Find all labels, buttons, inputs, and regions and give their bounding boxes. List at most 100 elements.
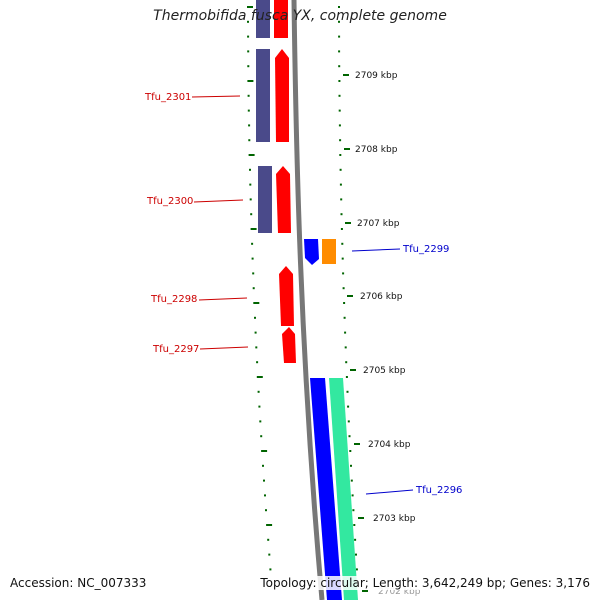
map-title: Thermobifida fusca YX, complete genome	[153, 8, 447, 24]
ruler-tick	[350, 464, 352, 467]
leader-line-tfu-2298	[198, 297, 248, 301]
ruler-tick	[254, 331, 257, 334]
ruler-tick	[252, 287, 255, 290]
kbp-tick	[362, 590, 368, 592]
ruler-tick	[262, 464, 264, 467]
kbp-label: 2705 kbp	[363, 366, 406, 376]
ruler-tick	[247, 65, 250, 68]
gene-bar-top-purple	[256, 0, 270, 38]
gene-label-tfu-2300[interactable]: Tfu_2300	[146, 196, 193, 207]
ruler-tick	[338, 20, 340, 23]
ruler-tick	[340, 213, 343, 216]
ruler-tick	[346, 390, 349, 393]
ruler-tick	[345, 361, 348, 364]
ruler-tick	[247, 94, 250, 97]
ruler-tick	[341, 257, 344, 260]
ruler-tick	[255, 346, 258, 349]
ruler-tick	[260, 435, 263, 438]
kbp-label: 2702 kbp	[378, 587, 421, 597]
gene-bar-tfu-2301-purple	[256, 49, 270, 142]
gene-arrow-tfu-2300	[276, 166, 291, 233]
ruler-tick	[258, 405, 261, 408]
ruler-tick	[257, 390, 260, 393]
genome-backbone	[291, 0, 325, 600]
ruler-tick	[343, 316, 346, 319]
ruler-tick	[352, 509, 355, 512]
ruler-tick	[355, 568, 358, 571]
gene-bar-top-red	[274, 0, 288, 38]
genome-summary: Topology: circular; Length: 3,642,249 bp…	[260, 576, 590, 590]
ruler-tick	[247, 6, 253, 8]
ruler-tick	[338, 109, 341, 112]
ruler-tick	[338, 94, 341, 97]
ruler-tick	[338, 50, 341, 53]
gene-bar-tfu-2296-green	[329, 378, 358, 600]
ruler-tick	[264, 494, 266, 497]
kbp-label: 2708 kbp	[355, 145, 398, 155]
ruler-tick	[343, 302, 346, 304]
ruler-tick	[251, 257, 254, 260]
ruler-tick	[354, 538, 357, 541]
ruler-tick	[247, 35, 250, 38]
ruler-tick	[341, 242, 344, 245]
ruler-tick	[340, 228, 343, 230]
gene-bar-tfu-2300-purple	[258, 166, 272, 233]
ruler-tick	[266, 524, 273, 526]
kbp-label: 2707 kbp	[357, 219, 400, 229]
gene-label-tfu-2298[interactable]: Tfu_2298	[150, 294, 197, 305]
ruler-tick	[256, 376, 263, 378]
kbp-tick	[347, 295, 353, 297]
gene-label-tfu-2296[interactable]: Tfu_2296	[415, 485, 462, 496]
ruler-tick	[338, 35, 341, 38]
kbp-tick	[358, 517, 364, 519]
ruler-tick	[351, 494, 354, 497]
ruler-tick	[251, 242, 254, 245]
outer-ruler-right	[338, 6, 358, 571]
gene-label-tfu-2299[interactable]: Tfu_2299	[402, 244, 449, 255]
kbp-labels: 2709 kbp 2708 kbp 2707 kbp 2706 kbp 2705…	[355, 71, 421, 597]
ruler-tick	[247, 109, 250, 112]
gene-arrow-tfu-2297	[282, 327, 296, 363]
leader-line-tfu-2299	[351, 248, 401, 252]
ruler-tick	[344, 346, 347, 349]
ruler-tick	[339, 168, 342, 171]
ruler-tick	[250, 213, 253, 216]
ruler-tick	[268, 553, 271, 556]
kbp-tick-marks	[343, 74, 368, 592]
ruler-tick	[247, 20, 249, 23]
ruler-tick	[339, 154, 342, 156]
ruler-tick	[256, 361, 259, 364]
ruler-tick	[338, 124, 341, 127]
ruler-tick	[338, 80, 341, 82]
gene-label-tfu-2301[interactable]: Tfu_2301	[144, 92, 191, 103]
ruler-tick	[252, 272, 255, 275]
ruler-tick	[339, 139, 342, 142]
ruler-tick	[250, 228, 257, 230]
leader-line-tfu-2300	[193, 199, 244, 203]
ruler-tick	[261, 450, 268, 452]
gene-label-tfu-2297[interactable]: Tfu_2297	[152, 344, 199, 355]
ruler-tick	[338, 65, 341, 68]
leader-line-tfu-2301	[191, 95, 241, 98]
ruler-tick	[349, 450, 352, 452]
kbp-tick	[344, 148, 350, 150]
ruler-tick	[259, 420, 262, 423]
ruler-tick	[263, 479, 265, 482]
ruler-tick	[347, 420, 350, 423]
ruler-tick	[269, 568, 272, 571]
ruler-tick	[248, 154, 255, 156]
gene-labels: Tfu_2301 Tfu_2300 Tfu_2299 Tfu_2298 Tfu_…	[144, 92, 462, 496]
ruler-tick	[353, 524, 356, 526]
ruler-tick	[345, 376, 348, 378]
accession-label: Accession: NC_007333	[10, 576, 147, 590]
ruler-tick	[248, 139, 251, 142]
ruler-tick	[249, 198, 252, 201]
gene-bar-tfu-2299-orange	[322, 239, 336, 264]
ruler-tick	[254, 316, 256, 319]
ruler-tick	[342, 287, 345, 290]
gene-bar-tfu-2296-blue	[310, 378, 342, 600]
ruler-tick	[338, 6, 340, 8]
kbp-label: 2709 kbp	[355, 71, 398, 81]
ruler-tick	[344, 331, 347, 334]
